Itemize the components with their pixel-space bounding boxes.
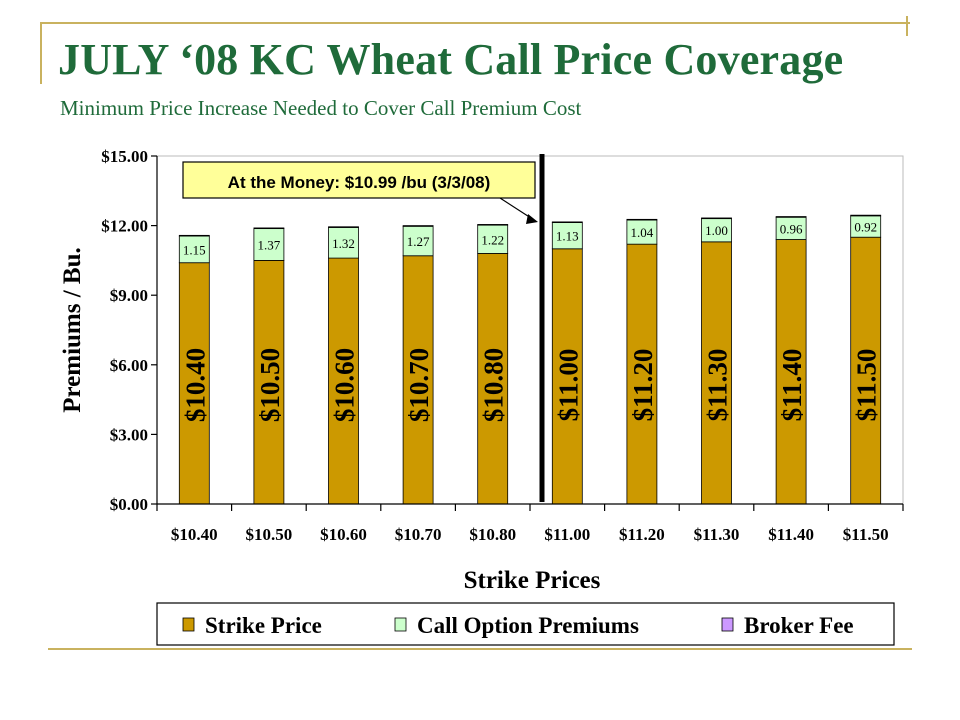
x-tick-label: $11.50 (843, 525, 889, 544)
bar-strike-price (477, 253, 509, 505)
bar-broker-fee (477, 224, 509, 226)
premium-data-label: 1.15 (183, 242, 206, 257)
legend-label: Strike Price (205, 613, 322, 638)
x-tick-label: $10.50 (246, 525, 293, 544)
bars-group: 1.15 $10.40 1.37 $10.50 1.32 $10.60 1.27 $10.70… (178, 214, 882, 505)
bar-broker-fee (775, 216, 807, 218)
bar-call-premium (477, 224, 509, 254)
strike-price-bar-label: $10.40 (180, 348, 210, 422)
premium-data-label: 1.13 (556, 229, 579, 244)
bar-broker-fee (850, 214, 882, 217)
strike-price-bar-label: $11.20 (628, 349, 658, 422)
legend-swatch (182, 617, 195, 632)
y-tick-label: $9.00 (110, 286, 148, 305)
strike-price-bar-label: $11.30 (703, 349, 733, 422)
premium-data-label: 1.27 (407, 234, 430, 249)
premium-data-label: 0.96 (780, 221, 803, 236)
callout-arrow-head (526, 214, 538, 224)
bar-broker-fee (328, 226, 359, 228)
premium-data-label: 1.00 (705, 223, 728, 238)
legend-swatch (721, 617, 734, 632)
bar-broker-fee (402, 225, 434, 227)
bar-call-premium (328, 227, 359, 259)
slide-title: JULY ‘08 KC Wheat Call Price Coverage (58, 35, 844, 84)
y-axis-label: Premiums / Bu. (59, 247, 86, 413)
bottom-rule (48, 648, 912, 650)
bar-strike-price (178, 262, 210, 505)
legend-swatch (394, 617, 407, 632)
callout-box (182, 161, 536, 199)
x-tick-label: $10.40 (171, 525, 218, 544)
legend-box (156, 602, 895, 646)
annotation-callout: At the Money: $10.99 /bu (3/3/08) (182, 161, 538, 224)
bar-broker-fee (701, 217, 732, 220)
y-tick-label: $12.00 (101, 217, 148, 236)
bar-strike-price (402, 255, 434, 505)
bar-strike-price (701, 241, 732, 505)
x-tick-label: $10.80 (469, 525, 516, 544)
bar-strike-price (626, 243, 658, 505)
legend-label: Broker Fee (744, 613, 854, 638)
y-tick-label: $3.00 (110, 425, 148, 444)
legend: Strike Price Call Option Premiums Broker F… (156, 602, 895, 646)
bar-broker-fee (626, 218, 658, 221)
x-tick-label: $10.70 (395, 525, 442, 544)
legend-label: Call Option Premiums (417, 613, 639, 638)
premium-data-label: 0.92 (854, 220, 877, 235)
bar-strike-price (551, 248, 583, 505)
strike-price-bar-label: $10.70 (404, 348, 434, 422)
x-tick-label: $10.60 (320, 525, 367, 544)
x-axis-label: Strike Prices (464, 567, 601, 594)
premium-data-label: 1.37 (258, 238, 281, 253)
bar-call-premium (626, 219, 658, 245)
x-tick-label: $11.20 (619, 525, 665, 544)
strike-price-bar-label: $10.50 (255, 348, 285, 422)
y-tick-label: $6.00 (110, 356, 148, 375)
bar-broker-fee (178, 234, 210, 237)
strike-price-bar-label: $10.60 (330, 348, 360, 422)
y-tick-label: $0.00 (110, 495, 148, 514)
bar-broker-fee (551, 221, 583, 223)
y-axis: $0.00 $3.00 $6.00 $9.00 $12.00 $15.00 (101, 147, 158, 514)
strike-price-bar-label: $11.50 (852, 349, 882, 422)
top-rule (40, 22, 910, 24)
premium-data-label: 1.22 (481, 232, 504, 247)
x-axis: $10.40 $10.50 $10.60 $10.70 $10.80 $11.00 $11.… (156, 503, 904, 544)
bar-strike-price (775, 239, 807, 505)
left-rule (40, 22, 42, 84)
strike-price-bar-label: $11.40 (777, 349, 807, 422)
strike-price-bar-label: $11.00 (553, 349, 583, 422)
right-rule (906, 16, 908, 36)
premium-data-label: 1.04 (631, 225, 654, 240)
bar-call-premium (178, 235, 210, 264)
x-tick-label: $11.30 (694, 525, 740, 544)
y-tick-label: $15.00 (101, 147, 148, 166)
x-tick-label: $11.00 (544, 525, 590, 544)
x-tick-label: $11.40 (768, 525, 814, 544)
bar-broker-fee (253, 227, 285, 230)
strike-price-bar-label: $10.80 (479, 348, 509, 422)
premium-data-label: 1.32 (332, 236, 355, 251)
callout-text: At the Money: $10.99 /bu (3/3/08) (228, 173, 491, 192)
slide-subtitle: Minimum Price Increase Needed to Cover C… (60, 96, 582, 120)
